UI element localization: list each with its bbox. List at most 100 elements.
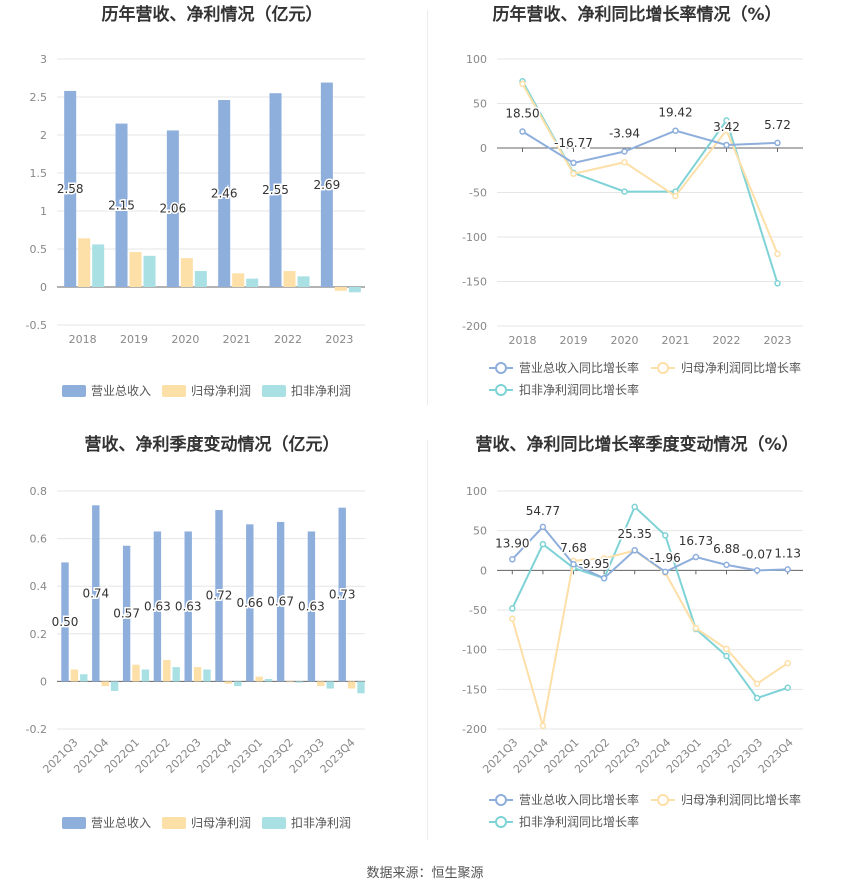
- bar-revenue: [269, 93, 282, 287]
- legend-label: 扣非净利润同比增长率: [519, 382, 639, 397]
- data-point: [672, 192, 679, 200]
- series-line-2: [521, 80, 779, 284]
- data-label: -3.94: [609, 127, 640, 141]
- annual-growth-rate-chart: 历年营收、净利同比增长率情况（%） -200 -150 -100 -50 0 50 100 20…: [425, 0, 850, 430]
- y-tick-label: 0: [480, 564, 487, 577]
- bar-netprofit: [163, 659, 171, 682]
- data-point: [672, 127, 679, 134]
- bar-netprofit: [193, 667, 202, 682]
- y-tick-label: 0.6: [30, 533, 48, 546]
- legend-swatch: [62, 817, 86, 829]
- y-tick-label: -200: [462, 320, 487, 333]
- bar-deducted: [357, 681, 365, 694]
- chart-title: 营收、净利季度变动情况（亿元）: [85, 434, 340, 455]
- bar-revenue: [115, 123, 128, 287]
- bar-netprofit: [101, 681, 109, 687]
- chart-title: 营收、净利同比增长率季度变动情况（%）: [475, 434, 798, 455]
- quarterly-revenue-profit-chart: 营收、净利季度变动情况（亿元） -0.2 0 0.2 0.4 0.6 0.8 2021Q3 20…: [0, 430, 425, 860]
- y-tick-label: -150: [462, 276, 487, 289]
- y-tick-label: 50: [473, 525, 487, 538]
- data-label: 0.66: [236, 596, 263, 610]
- bar-netprofit: [232, 273, 245, 287]
- data-point: [723, 117, 730, 124]
- x-tick-label: 2021: [662, 334, 690, 347]
- bar-revenue: [246, 524, 254, 682]
- data-point: [600, 555, 608, 562]
- x-tick-label: 2019: [120, 333, 148, 346]
- data-label: 5.72: [764, 118, 791, 132]
- data-point: [753, 567, 761, 574]
- chart-title: 历年营收、净利同比增长率情况（%）: [492, 4, 781, 25]
- data-point: [753, 694, 761, 702]
- data-point: [774, 280, 781, 287]
- data-label: 25.35: [618, 527, 652, 541]
- legend-label: 营业总收入同比增长率: [519, 792, 639, 807]
- bar-revenue: [307, 531, 316, 682]
- data-label: -16.77: [554, 136, 593, 150]
- data-point: [519, 128, 526, 135]
- bar-revenue: [64, 90, 77, 287]
- data-label: 2.46: [211, 187, 238, 201]
- bar-revenue: [338, 507, 346, 682]
- data-point: [570, 159, 577, 167]
- legend-label: 归母净利润同比增长率: [681, 360, 801, 375]
- data-point: [621, 158, 628, 166]
- data-label: 0.67: [267, 595, 294, 609]
- data-point: [600, 574, 608, 582]
- data-point: [662, 532, 669, 539]
- data-label: 2.69: [313, 178, 340, 192]
- data-label: 19.42: [658, 106, 692, 120]
- bar-revenue: [215, 510, 223, 682]
- data-label: 3.42: [713, 120, 740, 134]
- data-point: [631, 503, 638, 511]
- bar-netprofit: [334, 287, 347, 291]
- data-point: [621, 148, 628, 155]
- series-line-1: [521, 83, 779, 255]
- y-tick-label: 3: [40, 53, 47, 66]
- bar-deducted: [234, 681, 242, 687]
- data-point: [519, 80, 526, 88]
- x-tick-label: 2022: [713, 334, 741, 347]
- data-point: [662, 568, 669, 576]
- panel-divider: [427, 10, 428, 405]
- data-point: [509, 556, 516, 563]
- legend-marker: [495, 816, 507, 828]
- legend-swatch: [162, 385, 186, 397]
- bar-netprofit: [129, 252, 142, 287]
- x-tick-label: 2018: [69, 333, 97, 346]
- data-label: 0.63: [175, 599, 202, 613]
- y-tick-label: 100: [466, 485, 487, 498]
- y-tick-label: 2: [40, 129, 47, 142]
- bar-deducted: [264, 679, 273, 682]
- bar-deducted: [295, 681, 304, 683]
- data-label: -1.96: [650, 551, 681, 565]
- bar-deducted: [92, 244, 105, 287]
- legend-marker: [657, 794, 669, 806]
- bar-revenue: [276, 521, 285, 682]
- data-point: [784, 659, 791, 667]
- data-label: 2.55: [262, 183, 289, 197]
- x-tick-label: 2021: [223, 333, 251, 346]
- y-tick-label: 0: [40, 675, 47, 688]
- y-tick-label: 1.5: [30, 167, 48, 180]
- chart-svg: 历年营收、净利情况（亿元） -0.5 0 0.5 1 1.5 2 2.5 3 2018 2019 20…: [26, 4, 365, 398]
- y-tick-label: 0.8: [30, 485, 48, 498]
- chart-svg: 营收、净利同比增长率季度变动情况（%） -200 -150 -100 -50 0 50 100…: [462, 434, 803, 829]
- bar-deducted: [80, 674, 88, 682]
- legend-label: 扣非净利润: [291, 384, 351, 398]
- data-point: [723, 126, 730, 134]
- legend-label: 归母净利润: [191, 816, 251, 830]
- y-tick-label: -0.5: [26, 319, 47, 332]
- chart-title: 历年营收、净利情况（亿元）: [102, 4, 323, 25]
- bar-deducted: [172, 667, 180, 682]
- bar-revenue: [122, 545, 131, 682]
- data-label: 0.57: [113, 607, 140, 621]
- bar-revenue: [184, 531, 192, 682]
- bar-revenue: [320, 82, 333, 287]
- legend-swatch: [262, 817, 286, 829]
- y-tick-label: 50: [473, 98, 487, 111]
- x-tick-label: 2023: [764, 334, 792, 347]
- x-tick-label: 2018: [509, 334, 537, 347]
- data-label: 2.15: [108, 198, 135, 212]
- legend-label: 扣非净利润同比增长率: [519, 814, 639, 829]
